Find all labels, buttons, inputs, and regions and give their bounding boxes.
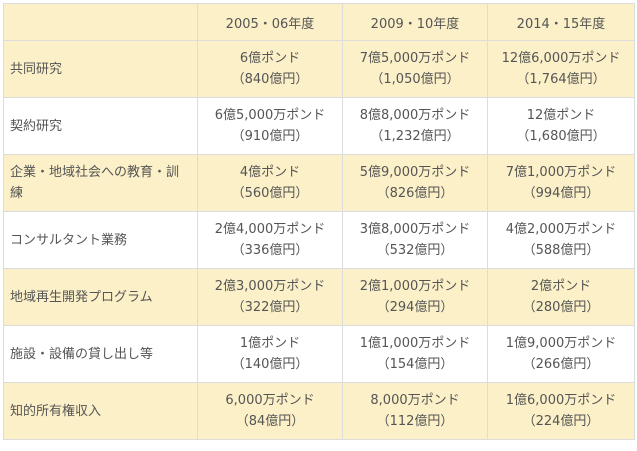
cell-amount: 8億8,000万ポンド bbox=[359, 108, 471, 123]
table-cell: 2億1,000万ポンド （294億円） bbox=[342, 268, 488, 326]
table-cell: 2億3,000万ポンド （322億円） bbox=[197, 268, 343, 326]
table-cell: 8,000万ポンド （112億円） bbox=[342, 382, 488, 440]
table-cell: 1億6,000万ポンド （224億円） bbox=[487, 382, 635, 440]
cell-amount: 12億ポンド bbox=[526, 108, 596, 123]
row-label: 地域再生開発プログラム bbox=[3, 268, 198, 326]
cell-amount: 2億3,000万ポンド bbox=[214, 279, 326, 294]
cell-amount: 3億8,000万ポンド bbox=[359, 222, 471, 237]
cell-yen: （294億円） bbox=[376, 300, 454, 315]
cell-yen: （994億円） bbox=[522, 186, 600, 201]
row-label: コンサルタント業務 bbox=[3, 211, 198, 269]
cell-yen: （1,680億円） bbox=[516, 129, 606, 144]
table-cell: 8億8,000万ポンド （1,232億円） bbox=[342, 97, 488, 155]
table-cell: 5億9,000万ポンド （826億円） bbox=[342, 154, 488, 212]
table-cell: 4億2,000万ポンド （588億円） bbox=[487, 211, 635, 269]
cell-yen: （1,050億円） bbox=[370, 72, 460, 87]
row-label: 企業・地域社会への教育・訓練 bbox=[3, 154, 198, 212]
header-2014-15: 2014・15年度 bbox=[487, 3, 635, 41]
cell-yen: （588億円） bbox=[522, 243, 600, 258]
cell-yen: （112億円） bbox=[376, 414, 454, 429]
cell-yen: （84億円） bbox=[235, 414, 305, 429]
table-cell: 3億8,000万ポンド （532億円） bbox=[342, 211, 488, 269]
cell-amount: 6億ポンド bbox=[239, 51, 301, 66]
cell-amount: 6億5,000万ポンド bbox=[214, 108, 326, 123]
table-cell: 12億ポンド （1,680億円） bbox=[487, 97, 635, 155]
row-label: 契約研究 bbox=[3, 97, 198, 155]
table-cell: 6億5,000万ポンド （910億円） bbox=[197, 97, 343, 155]
cell-yen: （266億円） bbox=[522, 357, 600, 372]
cell-amount: 1億9,000万ポンド bbox=[505, 336, 617, 351]
income-table-container: 2005・06年度 2009・10年度 2014・15年度 共同研究 6億ポンド… bbox=[3, 3, 635, 440]
income-table: 2005・06年度 2009・10年度 2014・15年度 共同研究 6億ポンド… bbox=[3, 3, 635, 440]
cell-yen: （560億円） bbox=[231, 186, 309, 201]
cell-amount: 8,000万ポンド bbox=[370, 393, 460, 408]
table-cell: 12億6,000万ポンド （1,764億円） bbox=[487, 40, 635, 98]
cell-yen: （322億円） bbox=[231, 300, 309, 315]
cell-amount: 7億1,000万ポンド bbox=[505, 165, 617, 180]
table-cell: 1億ポンド （140億円） bbox=[197, 325, 343, 383]
cell-amount: 2億ポンド bbox=[530, 279, 592, 294]
cell-yen: （140億円） bbox=[231, 357, 309, 372]
table-row: コンサルタント業務 2億4,000万ポンド （336億円） 3億8,000万ポンド… bbox=[3, 211, 635, 269]
table-row: 知的所有権収入 6,000万ポンド （84億円） 8,000万ポンド （112億円）… bbox=[3, 382, 635, 440]
cell-amount: 4億2,000万ポンド bbox=[505, 222, 617, 237]
table-cell: 7億5,000万ポンド （1,050億円） bbox=[342, 40, 488, 98]
cell-amount: 2億4,000万ポンド bbox=[214, 222, 326, 237]
cell-amount: 5億9,000万ポンド bbox=[359, 165, 471, 180]
cell-amount: 2億1,000万ポンド bbox=[359, 279, 471, 294]
table-row: 契約研究 6億5,000万ポンド （910億円） 8億8,000万ポンド （1,23… bbox=[3, 97, 635, 155]
table-cell: 2億ポンド （280億円） bbox=[487, 268, 635, 326]
table-cell: 6,000万ポンド （84億円） bbox=[197, 382, 343, 440]
table-cell: 2億4,000万ポンド （336億円） bbox=[197, 211, 343, 269]
table-cell: 1億1,000万ポンド （154億円） bbox=[342, 325, 488, 383]
cell-amount: 1億ポンド bbox=[239, 336, 301, 351]
header-row: 2005・06年度 2009・10年度 2014・15年度 bbox=[3, 3, 635, 41]
cell-amount: 4億ポンド bbox=[239, 165, 301, 180]
row-label: 知的所有権収入 bbox=[3, 382, 198, 440]
table-row: 共同研究 6億ポンド （840億円） 7億5,000万ポンド （1,050億円） 1… bbox=[3, 40, 635, 98]
cell-yen: （840億円） bbox=[231, 72, 309, 87]
cell-yen: （532億円） bbox=[376, 243, 454, 258]
cell-amount: 6,000万ポンド bbox=[225, 393, 315, 408]
cell-yen: （336億円） bbox=[231, 243, 309, 258]
table-cell: 4億ポンド （560億円） bbox=[197, 154, 343, 212]
row-label: 施設・設備の貸し出し等 bbox=[3, 325, 198, 383]
cell-amount: 1億1,000万ポンド bbox=[359, 336, 471, 351]
table-cell: 7億1,000万ポンド （994億円） bbox=[487, 154, 635, 212]
cell-yen: （154億円） bbox=[376, 357, 454, 372]
row-label: 共同研究 bbox=[3, 40, 198, 98]
header-2005-06: 2005・06年度 bbox=[197, 3, 343, 41]
cell-yen: （280億円） bbox=[522, 300, 600, 315]
table-cell: 6億ポンド （840億円） bbox=[197, 40, 343, 98]
cell-amount: 12億6,000万ポンド bbox=[501, 51, 621, 66]
header-2009-10: 2009・10年度 bbox=[342, 3, 488, 41]
cell-yen: （826億円） bbox=[376, 186, 454, 201]
table-row: 地域再生開発プログラム 2億3,000万ポンド （322億円） 2億1,000万ポ… bbox=[3, 268, 635, 326]
cell-yen: （1,764億円） bbox=[516, 72, 606, 87]
cell-yen: （1,232億円） bbox=[370, 129, 460, 144]
table-row: 施設・設備の貸し出し等 1億ポンド （140億円） 1億1,000万ポンド （154… bbox=[3, 325, 635, 383]
cell-yen: （910億円） bbox=[231, 129, 309, 144]
cell-amount: 7億5,000万ポンド bbox=[359, 51, 471, 66]
table-row: 企業・地域社会への教育・訓練 4億ポンド （560億円） 5億9,000万ポンド （… bbox=[3, 154, 635, 212]
table-cell: 1億9,000万ポンド （266億円） bbox=[487, 325, 635, 383]
header-corner bbox=[3, 3, 198, 41]
cell-amount: 1億6,000万ポンド bbox=[505, 393, 617, 408]
cell-yen: （224億円） bbox=[522, 414, 600, 429]
